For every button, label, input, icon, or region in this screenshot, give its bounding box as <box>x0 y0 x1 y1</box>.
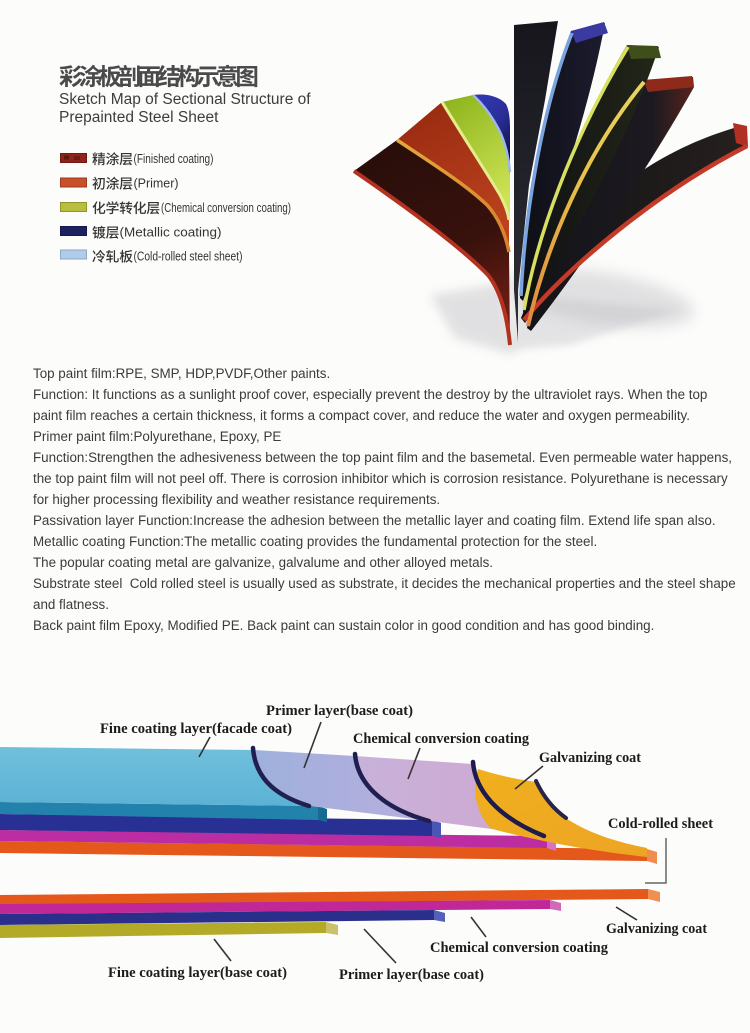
svg-text:(Primer): (Primer) <box>134 176 179 191</box>
svg-text:Primer layer(base coat): Primer layer(base coat) <box>339 967 484 983</box>
svg-text:Galvanizing coat: Galvanizing coat <box>539 750 641 766</box>
svg-text:Chemical conversion coating: Chemical conversion coating <box>430 940 609 956</box>
svg-text:Galvanizing coat: Galvanizing coat <box>606 921 707 937</box>
svg-text:(Finished coating): (Finished coating) <box>134 151 214 166</box>
svg-text:(Cold-rolled steel sheet): (Cold-rolled steel sheet) <box>134 249 243 264</box>
svg-text:(Chemical conversion coating): (Chemical conversion coating) <box>161 200 291 215</box>
svg-text:Fine coating layer(base coat): Fine coating layer(base coat) <box>108 965 287 981</box>
svg-text:Chemical conversion coating: Chemical conversion coating <box>353 731 530 747</box>
svg-text:(Metallic coating): (Metallic coating) <box>120 225 222 240</box>
svg-text:Fine coating layer(facade coat: Fine coating layer(facade coat) <box>100 721 292 737</box>
svg-text:Primer layer(base coat): Primer layer(base coat) <box>266 703 413 719</box>
svg-text:Cold-rolled sheet: Cold-rolled sheet <box>608 816 713 832</box>
